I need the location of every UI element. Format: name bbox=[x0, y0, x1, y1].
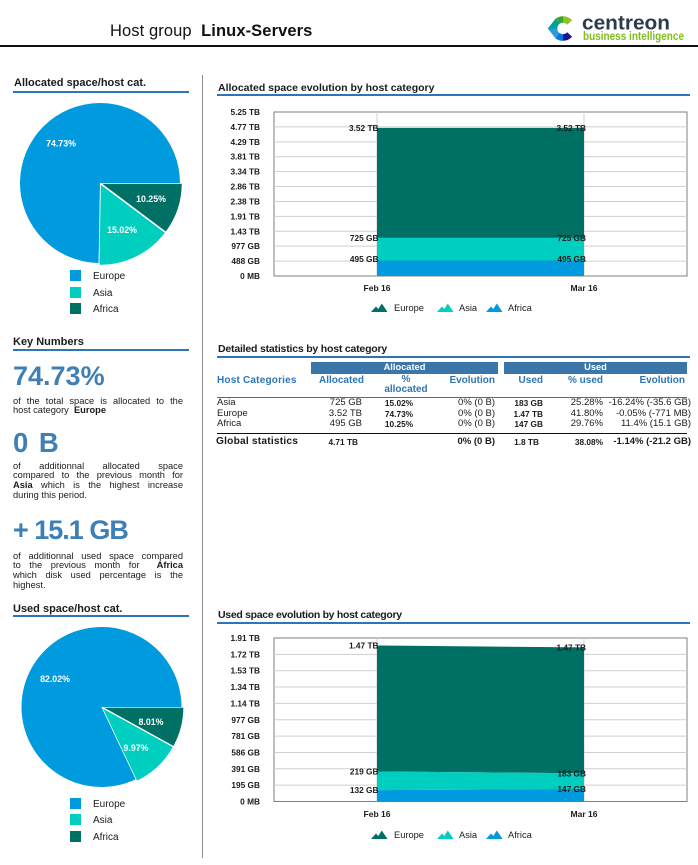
svg-text:495 GB: 495 GB bbox=[350, 254, 379, 264]
svg-text:82.02%: 82.02% bbox=[40, 674, 70, 684]
svg-text:977 GB: 977 GB bbox=[231, 715, 260, 725]
svg-text:147 GB: 147 GB bbox=[557, 784, 586, 794]
svg-text:132 GB: 132 GB bbox=[350, 785, 379, 795]
svg-text:586 GB: 586 GB bbox=[231, 748, 260, 758]
svg-text:0 MB: 0 MB bbox=[240, 797, 260, 807]
svg-text:391 GB: 391 GB bbox=[231, 764, 260, 774]
svg-text:4.77 TB: 4.77 TB bbox=[230, 122, 260, 132]
svg-text:9.97%: 9.97% bbox=[124, 743, 149, 753]
svg-text:Asia: Asia bbox=[459, 303, 478, 313]
svg-text:Feb 16: Feb 16 bbox=[364, 283, 391, 293]
svg-text:781 GB: 781 GB bbox=[231, 731, 260, 741]
svg-text:0 MB: 0 MB bbox=[240, 271, 260, 281]
svg-text:495 GB: 495 GB bbox=[557, 254, 586, 264]
svg-text:1.47 TB: 1.47 TB bbox=[556, 642, 586, 652]
svg-text:centreon: centreon bbox=[582, 13, 670, 35]
svg-text:219 GB: 219 GB bbox=[350, 767, 379, 777]
svg-text:15.02%: 15.02% bbox=[107, 225, 137, 235]
svg-text:195 GB: 195 GB bbox=[231, 780, 260, 790]
svg-text:5.25 TB: 5.25 TB bbox=[230, 107, 260, 117]
svg-text:Europe: Europe bbox=[394, 830, 424, 840]
svg-text:Africa: Africa bbox=[508, 303, 533, 313]
svg-text:3.34 TB: 3.34 TB bbox=[230, 167, 260, 177]
svg-text:Africa: Africa bbox=[508, 830, 533, 840]
svg-text:725 GB: 725 GB bbox=[557, 233, 586, 243]
svg-text:4.29 TB: 4.29 TB bbox=[230, 137, 260, 147]
svg-text:1.14 TB: 1.14 TB bbox=[230, 698, 260, 708]
svg-text:1.72 TB: 1.72 TB bbox=[230, 649, 260, 659]
svg-text:183 GB: 183 GB bbox=[557, 768, 586, 778]
svg-text:725 GB: 725 GB bbox=[350, 233, 379, 243]
svg-text:Asia: Asia bbox=[459, 830, 478, 840]
svg-text:business intelligence: business intelligence bbox=[583, 29, 684, 43]
svg-text:3.81 TB: 3.81 TB bbox=[230, 152, 260, 162]
svg-text:10.25%: 10.25% bbox=[136, 194, 166, 204]
svg-text:488 GB: 488 GB bbox=[231, 256, 260, 266]
svg-text:1.34 TB: 1.34 TB bbox=[230, 682, 260, 692]
svg-text:Feb 16: Feb 16 bbox=[364, 809, 391, 819]
svg-text:8.01%: 8.01% bbox=[139, 717, 164, 727]
svg-text:3.52 TB: 3.52 TB bbox=[349, 123, 379, 133]
svg-text:1.91 TB: 1.91 TB bbox=[230, 211, 260, 221]
svg-text:Mar 16: Mar 16 bbox=[571, 809, 598, 819]
svg-text:Mar 16: Mar 16 bbox=[571, 283, 598, 293]
svg-text:Europe: Europe bbox=[394, 303, 424, 313]
svg-text:1.53 TB: 1.53 TB bbox=[230, 666, 260, 676]
svg-text:2.86 TB: 2.86 TB bbox=[230, 182, 260, 192]
svg-text:3.52 TB: 3.52 TB bbox=[556, 123, 586, 133]
svg-text:1.43 TB: 1.43 TB bbox=[230, 226, 260, 236]
svg-text:2.38 TB: 2.38 TB bbox=[230, 197, 260, 207]
svg-text:977 GB: 977 GB bbox=[231, 241, 260, 251]
svg-text:1.47 TB: 1.47 TB bbox=[349, 641, 379, 651]
svg-text:1.91 TB: 1.91 TB bbox=[230, 633, 260, 643]
svg-text:74.73%: 74.73% bbox=[46, 138, 76, 148]
